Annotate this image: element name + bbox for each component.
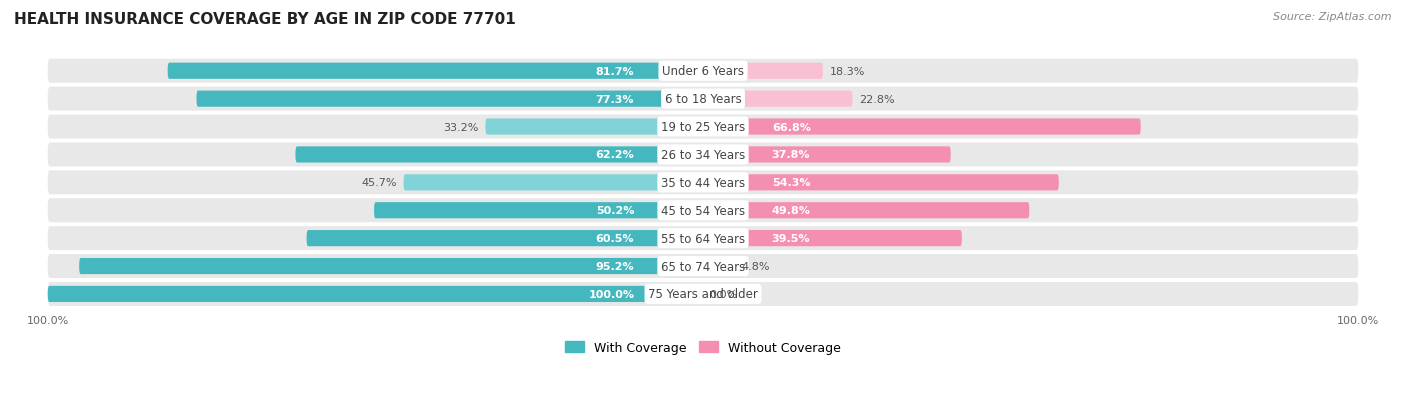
FancyBboxPatch shape	[48, 286, 703, 302]
Text: HEALTH INSURANCE COVERAGE BY AGE IN ZIP CODE 77701: HEALTH INSURANCE COVERAGE BY AGE IN ZIP …	[14, 12, 516, 27]
Text: 49.8%: 49.8%	[772, 206, 811, 216]
Text: 95.2%: 95.2%	[596, 261, 634, 271]
FancyBboxPatch shape	[48, 115, 1358, 139]
FancyBboxPatch shape	[48, 199, 1358, 223]
FancyBboxPatch shape	[48, 88, 1358, 112]
Text: 37.8%: 37.8%	[772, 150, 810, 160]
FancyBboxPatch shape	[703, 91, 852, 107]
Text: 100.0%: 100.0%	[588, 289, 634, 299]
FancyBboxPatch shape	[703, 230, 962, 247]
Text: 6 to 18 Years: 6 to 18 Years	[665, 93, 741, 106]
FancyBboxPatch shape	[703, 119, 1140, 135]
FancyBboxPatch shape	[374, 203, 703, 219]
FancyBboxPatch shape	[48, 282, 1358, 306]
Text: 18.3%: 18.3%	[830, 66, 865, 76]
Text: 62.2%: 62.2%	[596, 150, 634, 160]
Text: 35 to 44 Years: 35 to 44 Years	[661, 176, 745, 190]
Text: 33.2%: 33.2%	[443, 122, 479, 132]
FancyBboxPatch shape	[702, 286, 704, 302]
FancyBboxPatch shape	[307, 230, 703, 247]
Text: 39.5%: 39.5%	[772, 234, 810, 244]
Text: 66.8%: 66.8%	[772, 122, 811, 132]
FancyBboxPatch shape	[197, 91, 703, 107]
Text: 75 Years and older: 75 Years and older	[648, 288, 758, 301]
Legend: With Coverage, Without Coverage: With Coverage, Without Coverage	[561, 336, 845, 359]
Text: 54.3%: 54.3%	[772, 178, 810, 188]
FancyBboxPatch shape	[485, 119, 703, 135]
FancyBboxPatch shape	[48, 171, 1358, 195]
FancyBboxPatch shape	[703, 147, 950, 163]
FancyBboxPatch shape	[48, 59, 1358, 83]
Text: 19 to 25 Years: 19 to 25 Years	[661, 121, 745, 134]
Text: 22.8%: 22.8%	[859, 95, 894, 104]
FancyBboxPatch shape	[703, 64, 823, 80]
Text: 0.0%: 0.0%	[710, 289, 738, 299]
FancyBboxPatch shape	[48, 254, 1358, 278]
Text: 77.3%: 77.3%	[596, 95, 634, 104]
Text: 60.5%: 60.5%	[596, 234, 634, 244]
Text: 45 to 54 Years: 45 to 54 Years	[661, 204, 745, 217]
Text: 45.7%: 45.7%	[361, 178, 396, 188]
Text: 4.8%: 4.8%	[741, 261, 769, 271]
Text: 65 to 74 Years: 65 to 74 Years	[661, 260, 745, 273]
Text: 50.2%: 50.2%	[596, 206, 634, 216]
FancyBboxPatch shape	[48, 143, 1358, 167]
FancyBboxPatch shape	[79, 258, 703, 275]
FancyBboxPatch shape	[404, 175, 703, 191]
Text: 81.7%: 81.7%	[596, 66, 634, 76]
Text: 26 to 34 Years: 26 to 34 Years	[661, 149, 745, 161]
FancyBboxPatch shape	[295, 147, 703, 163]
Text: Source: ZipAtlas.com: Source: ZipAtlas.com	[1274, 12, 1392, 22]
FancyBboxPatch shape	[703, 258, 734, 275]
FancyBboxPatch shape	[48, 227, 1358, 251]
FancyBboxPatch shape	[703, 175, 1059, 191]
FancyBboxPatch shape	[703, 203, 1029, 219]
Text: Under 6 Years: Under 6 Years	[662, 65, 744, 78]
FancyBboxPatch shape	[167, 64, 703, 80]
Text: 55 to 64 Years: 55 to 64 Years	[661, 232, 745, 245]
